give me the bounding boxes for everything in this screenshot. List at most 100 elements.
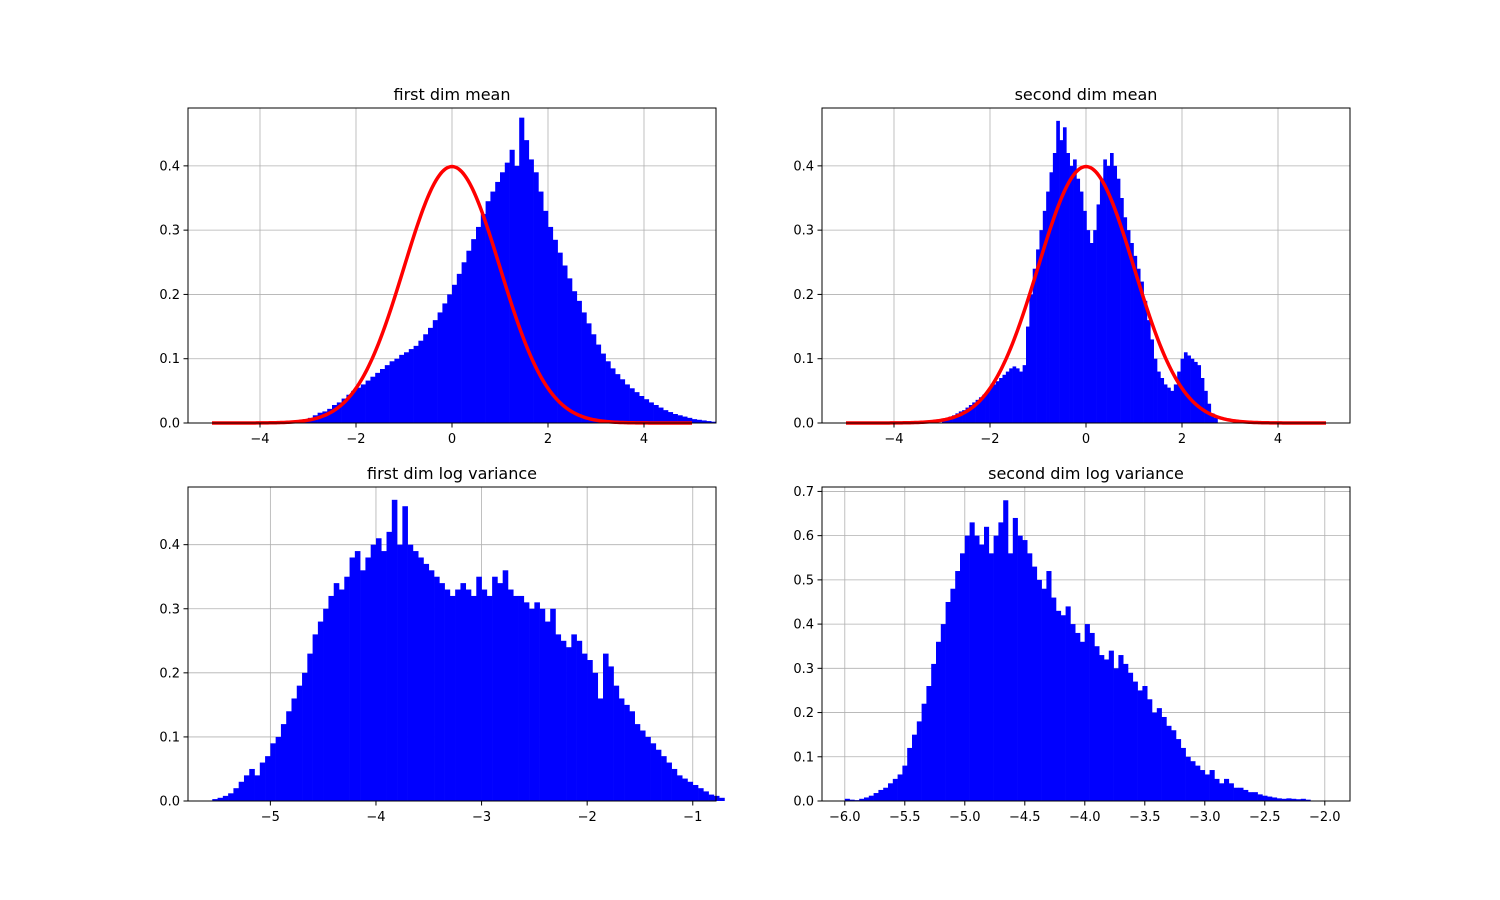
histogram-bar: [1032, 566, 1038, 801]
histogram-bar: [711, 421, 717, 423]
histogram-bar: [544, 621, 551, 801]
histogram-bar: [397, 544, 403, 801]
histogram-bar: [423, 563, 430, 801]
histogram-bar: [1089, 243, 1094, 423]
histogram-bar: [639, 730, 646, 801]
histogram-bar: [608, 666, 614, 801]
histogram-bar: [982, 394, 986, 423]
histogram-bar: [955, 571, 961, 801]
histogram-bar: [666, 762, 672, 801]
histogram-bar: [351, 390, 357, 423]
normal-pdf-curve: [212, 164, 692, 425]
histogram-bar: [1056, 120, 1060, 423]
histogram-bar: [1257, 794, 1263, 801]
x-tick-label: −5: [261, 810, 280, 825]
histogram-bar: [317, 621, 324, 801]
histogram-bar: [613, 685, 620, 801]
histogram-bar: [1075, 632, 1081, 801]
histogram-bar: [952, 415, 956, 423]
histogram-bar: [668, 412, 674, 423]
histogram-bar: [1096, 204, 1101, 423]
histogram-bar: [1019, 371, 1023, 423]
histogram-bar: [370, 544, 377, 801]
histogram-bar: [1142, 686, 1148, 801]
histogram-bar: [1041, 588, 1047, 801]
histogram-bar: [212, 799, 218, 801]
y-tick-label: 0.3: [159, 224, 180, 239]
histogram-bar: [992, 384, 997, 423]
y-tick-label: 0.2: [159, 666, 180, 681]
histogram-bar: [1093, 230, 1097, 423]
histogram-bar: [1187, 355, 1191, 423]
histogram-bar: [375, 372, 381, 423]
histogram-bar: [534, 602, 540, 801]
x-tick-label: −5.5: [889, 810, 921, 825]
histogram-bar: [1005, 371, 1010, 423]
histogram-bar: [1286, 798, 1292, 801]
x-tick-label: −2.5: [1249, 810, 1281, 825]
histogram-bar: [265, 756, 271, 801]
histogram-bar: [391, 499, 398, 801]
histogram-bar: [222, 795, 229, 801]
histogram-bar: [428, 327, 434, 423]
histogram-bar: [296, 685, 303, 801]
subplot-3: −5 −4 −3 −2 −1 0.0 0.1 0.2 0.3 0.4 first dim log v…: [159, 464, 725, 825]
histogram-bar: [692, 784, 699, 801]
histogram-bar: [644, 399, 650, 423]
histogram-bar: [302, 672, 308, 801]
histogram-bar: [1008, 553, 1014, 801]
y-tick-label: 0.5: [793, 573, 814, 588]
histogram-bar: [902, 765, 908, 801]
histogram-bar: [1002, 374, 1007, 423]
histogram-bars: [942, 120, 1218, 424]
histogram-bar: [964, 535, 970, 801]
histogram-bar: [461, 262, 467, 423]
subplot-title: first dim mean: [394, 85, 511, 104]
histogram-bar: [663, 410, 669, 423]
histogram-bar: [1305, 799, 1311, 801]
histogram-bar: [1106, 165, 1111, 423]
x-tick-label: −2.0: [1309, 810, 1341, 825]
histogram-bar: [1228, 783, 1234, 801]
histogram-bar: [1200, 770, 1206, 801]
histogram-bar: [1248, 792, 1254, 801]
histogram-bar: [888, 783, 894, 801]
histogram-bar: [354, 551, 361, 801]
histogram-bar: [868, 795, 874, 801]
histogram-bar: [560, 640, 567, 801]
histogram-bar: [566, 647, 572, 801]
histogram-bar: [936, 641, 942, 801]
histogram-bar: [543, 210, 549, 423]
histogram-bar: [519, 117, 525, 424]
histogram-bar: [960, 553, 966, 801]
histogram-bar: [639, 396, 645, 423]
histogram-bar: [587, 660, 593, 801]
histogram-bar: [402, 506, 408, 801]
histogram-bar: [1128, 672, 1134, 801]
histogram-bar: [399, 354, 405, 423]
histogram-bar: [1219, 783, 1225, 801]
histogram-bar: [648, 402, 654, 423]
histogram-bar: [1171, 730, 1177, 801]
histogram-bar: [1089, 632, 1095, 801]
y-tick-label: 0.3: [793, 662, 814, 677]
histogram-bar: [1180, 747, 1186, 801]
histogram-bar: [634, 392, 640, 423]
subplot-title: first dim log variance: [367, 464, 537, 483]
histogram-bar: [1204, 390, 1208, 423]
histogram-bar: [418, 557, 424, 801]
histogram-bar: [471, 239, 477, 423]
histogram-bar: [552, 239, 558, 423]
histogram-bar: [985, 392, 990, 423]
histogram-bar: [437, 312, 443, 423]
histogram-bar: [327, 408, 333, 423]
histogram-bar: [1012, 517, 1018, 801]
histogram-bar: [1146, 320, 1151, 423]
histogram-bar: [349, 557, 356, 801]
histogram-bar: [360, 384, 366, 423]
histogram-bar: [528, 159, 534, 423]
histogram-bar: [1113, 668, 1119, 801]
histogram-bar: [1022, 540, 1028, 801]
histogram-bar: [581, 653, 588, 801]
histogram-bars: [293, 117, 717, 424]
